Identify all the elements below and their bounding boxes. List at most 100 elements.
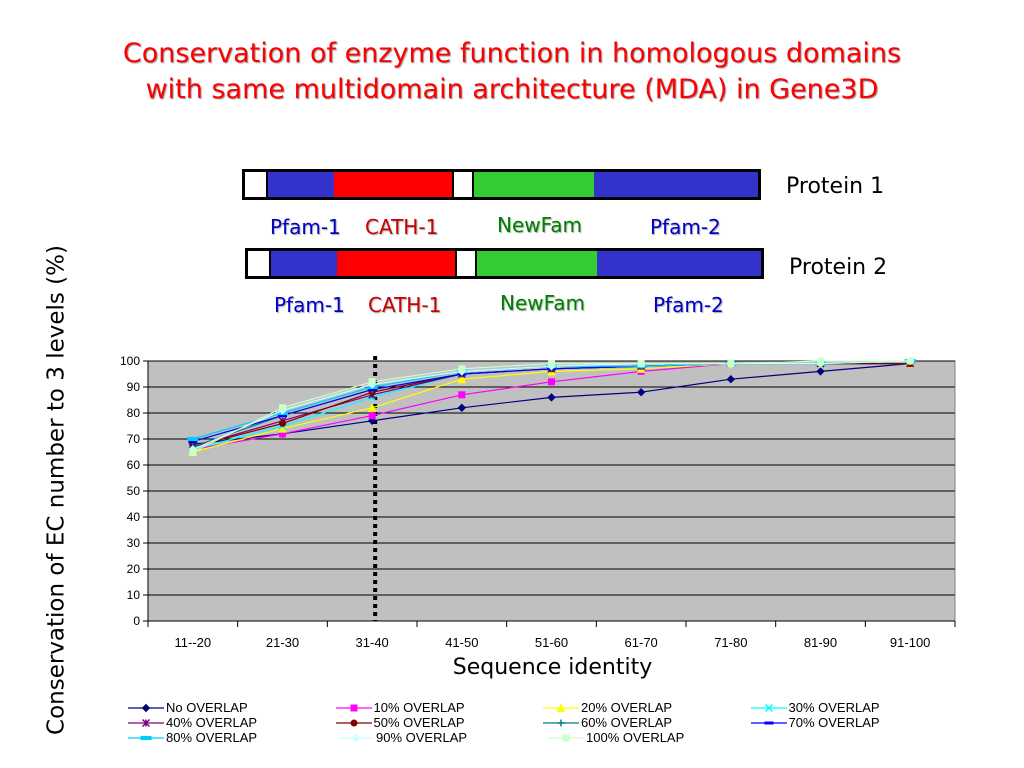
legend-item: 70% OVERLAP — [750, 715, 959, 730]
legend-item: 80% OVERLAP — [128, 730, 338, 745]
series-100-overlap — [189, 357, 914, 456]
legend-item: 50% OVERLAP — [335, 715, 544, 730]
legend-marker — [141, 703, 151, 712]
x-tick-label: 71-80 — [714, 635, 747, 650]
protein-1-architecture — [242, 169, 761, 200]
legend-item: 90% OVERLAP — [338, 730, 548, 745]
protein-1-linker-middle — [452, 172, 474, 197]
protein-1-newfam-domain — [474, 172, 594, 197]
legend-swatch — [750, 703, 787, 712]
legend-swatch — [128, 735, 164, 740]
legend-item: 100% OVERLAP — [548, 730, 758, 745]
protein-2-pfam-1-domain — [271, 251, 337, 276]
legend-label: 60% OVERLAP — [581, 715, 673, 730]
x-tick-label: 91-100 — [890, 635, 930, 650]
legend-row: No OVERLAP 10% OVERLAP 20% OVERLAP 30% OVER… — [128, 700, 958, 715]
data-point — [279, 404, 286, 412]
legend-swatch — [128, 718, 164, 727]
slide-title: Conservation of enzyme function in homol… — [0, 36, 1024, 108]
legend-marker — [141, 718, 151, 727]
protein-2-newfam-label: NewFam — [500, 291, 586, 315]
x-tick-label: 51-60 — [535, 635, 568, 650]
legend-label: 40% OVERLAP — [166, 715, 258, 730]
legend-swatch — [128, 703, 164, 712]
data-point — [636, 387, 646, 397]
legend-label: 70% OVERLAP — [788, 715, 880, 730]
legend-swatch — [335, 719, 372, 726]
legend-marker — [556, 702, 566, 712]
y-tick-label: 40 — [127, 510, 141, 524]
protein-1-pfam-2-label: Pfam-2 — [650, 215, 721, 239]
y-tick-label: 100 — [120, 354, 140, 368]
legend-label: 20% OVERLAP — [581, 700, 673, 715]
protein-1-label: Protein 1 — [786, 174, 885, 199]
legend-marker — [351, 733, 361, 742]
y-axis-label: Conservation of EC number to 3 levels (%… — [43, 245, 70, 735]
legend-label: 50% OVERLAP — [373, 715, 465, 730]
protein-2-newfam-domain — [477, 251, 597, 276]
data-point — [548, 360, 555, 368]
legend-label: 80% OVERLAP — [166, 730, 258, 745]
legend-item: No OVERLAP — [128, 700, 336, 715]
x-tick-label: 81-90 — [804, 635, 837, 650]
y-tick-label: 20 — [127, 562, 141, 576]
data-point — [368, 412, 376, 420]
y-axis-label-wrap: Conservation of EC number to 3 levels (%… — [22, 245, 92, 735]
protein-1-newfam-label: NewFam — [497, 213, 583, 237]
data-point — [906, 357, 914, 365]
legend-label: 90% OVERLAP — [376, 730, 468, 745]
data-point — [189, 448, 197, 456]
x-tick-label: 31-40 — [356, 635, 389, 650]
protein-1-linker-start — [245, 172, 268, 197]
protein-2-pfam-2-domain — [597, 251, 761, 276]
legend-marker — [140, 735, 152, 740]
legend-swatch — [750, 721, 787, 724]
legend-label: 30% OVERLAP — [788, 700, 880, 715]
data-point — [637, 360, 645, 368]
protein-2-linker-start — [248, 251, 271, 276]
protein-1-pfam-1-domain — [268, 172, 334, 197]
legend-label: No OVERLAP — [166, 700, 248, 715]
x-tick-label: 61-70 — [625, 635, 658, 650]
protein-2-pfam-1-label: Pfam-1 — [274, 293, 345, 317]
legend-swatch — [543, 719, 579, 726]
y-tick-label: 90 — [127, 380, 141, 394]
data-point — [458, 391, 466, 399]
data-point — [457, 374, 467, 384]
protein-1-pfam-2-domain — [594, 172, 758, 197]
legend-marker — [557, 719, 565, 726]
protein-2-pfam-2-label: Pfam-2 — [653, 293, 724, 317]
legend-swatch — [543, 702, 579, 712]
data-point — [816, 367, 825, 376]
data-point — [817, 357, 824, 365]
y-tick-label: 70 — [127, 432, 141, 446]
x-tick-label: 11--20 — [175, 635, 212, 650]
data-point — [457, 403, 467, 413]
legend-row: 80% OVERLAP 90% OVERLAP 100% OVERLAP — [128, 730, 958, 745]
legend-marker — [562, 734, 570, 741]
legend-marker — [350, 704, 357, 711]
data-point — [187, 437, 199, 441]
legend-marker — [764, 703, 773, 712]
protein-2-architecture — [245, 248, 764, 279]
data-point — [726, 374, 736, 384]
legend-row: 40% OVERLAP 50% OVERLAP 60% OVERLAP 70% OVE… — [128, 715, 958, 730]
x-axis-label: Sequence identity — [452, 655, 653, 680]
protein-1-cath-1-domain — [334, 172, 452, 197]
y-tick-label: 50 — [127, 484, 141, 498]
title-line-1: Conservation of enzyme function in homol… — [122, 38, 902, 69]
y-tick-label: 10 — [127, 588, 141, 602]
legend-label: 10% OVERLAP — [373, 700, 465, 715]
legend-swatch — [338, 733, 374, 742]
data-point — [367, 403, 377, 412]
title-line-2: with same multidomain architecture (MDA)… — [145, 74, 879, 105]
y-tick-label: 0 — [133, 614, 140, 628]
protein-1-cath-1-label: CATH-1 — [365, 215, 439, 239]
protein-1-pfam-1-label: Pfam-1 — [270, 215, 341, 239]
data-point — [279, 419, 286, 427]
legend-swatch — [548, 734, 584, 741]
y-tick-label: 80 — [127, 406, 141, 420]
data-point — [548, 378, 555, 386]
chart-legend: No OVERLAP 10% OVERLAP 20% OVERLAP 30% OVER… — [128, 700, 958, 745]
